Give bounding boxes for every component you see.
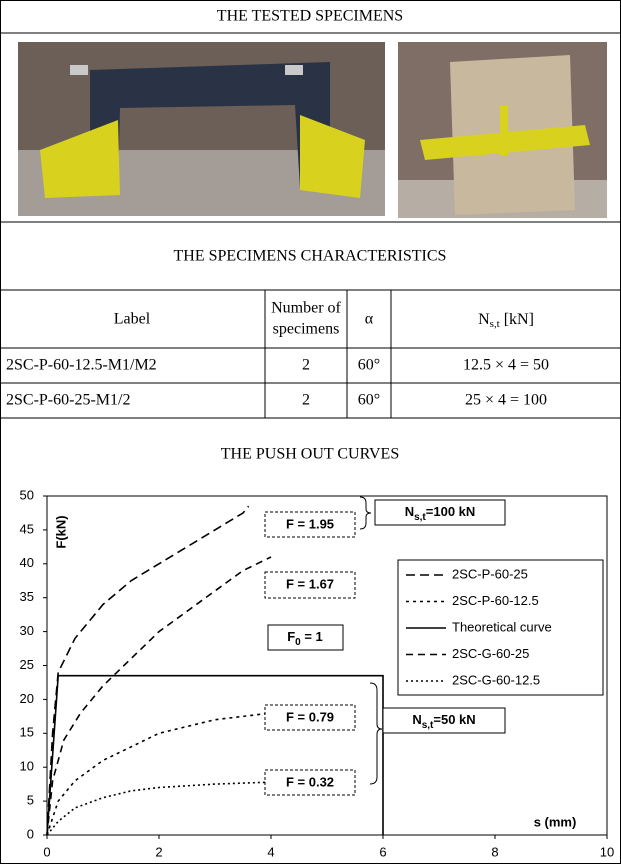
annotation: F = 0.79 [286,709,334,724]
annotation-box [267,624,344,651]
column-header: specimens [273,321,340,338]
legend-entries: 2SC-P-60-25 2SC-P-60-12.5 Theoretical curv… [406,566,552,687]
x-tick-label: 6 [379,844,386,859]
x-tick-label: 8 [491,844,498,859]
legend-label: 2SC-G-60-25 [452,646,529,661]
y-tick-label: 45 [20,521,34,536]
chart-title: THE PUSH OUT CURVES [221,446,399,463]
annotation-box [264,769,356,796]
x-tick-label: 4 [267,844,274,859]
column-header: α [365,311,374,328]
y-tick-label: 5 [27,793,34,808]
brace [369,682,383,785]
section-title: THE TESTED SPECIMENS [217,8,403,25]
table-cell: 2 [302,357,310,374]
chart: F(kN) s (mm) 2SC-P-60-25 2SC-P-60-12.5 The… [20,487,615,859]
group-box [374,499,506,526]
column-header: Number of [271,300,341,317]
y-tick-label: 50 [20,487,34,502]
table-title: THE SPECIMENS CHARACTERISTICS [174,248,447,265]
annotation-box [264,511,356,538]
table-cell: 2 [302,392,310,409]
x-tick-label: 10 [600,844,614,859]
annotation: F = 1.67 [286,576,334,591]
column-header: Label [114,311,151,328]
annotation: F = 0.32 [286,774,334,789]
annotation: F = 1.95 [286,516,334,531]
legend-label: 2SC-G-60-12.5 [452,672,540,687]
y-tick-label: 30 [20,623,34,638]
photo [398,42,607,218]
series-line [46,674,384,836]
table-cell: 12.5 × 4 = 50 [463,357,549,374]
annotation-box [264,704,356,731]
y-tick-label: 40 [20,555,34,570]
table-cell: 2SC-P-60-25-M1/2 [6,392,130,409]
series-layer [46,505,384,836]
y-axis-label: F(kN) [53,515,68,548]
legend-label: Theoretical curve [452,619,552,634]
y-tick-label: 20 [20,691,34,706]
annotation: F0 = 1 [287,629,323,647]
legend-label: 2SC-P-60-12.5 [452,593,539,608]
x-tick-label: 0 [43,844,50,859]
table-cell: 60° [358,392,380,409]
x-axis-label: s (mm) [534,814,577,829]
photo [18,42,385,216]
x-tick-label: 2 [155,844,162,859]
y-tick-label: 25 [20,657,34,672]
group-label: Ns,t=100 kN [405,504,476,522]
y-tick-label: 35 [20,589,34,604]
y-tick-label: 15 [20,725,34,740]
series-line [46,505,250,836]
column-header: Ns,t [kN] [478,311,534,330]
table-cell: 2SC-P-60-12.5-M1/M2 [6,357,157,374]
group-box [382,707,506,734]
y-tick-label: 0 [27,826,34,841]
table-body: 2SC-P-60-12.5-M1/M2 2 60° 12.5 × 4 = 50 2SC-… [6,357,549,409]
series-line [46,556,272,836]
legend-label: 2SC-P-60-25 [452,566,528,581]
group-label: Ns,t=50 kN [412,712,475,730]
table-cell: 25 × 4 = 100 [465,392,547,409]
y-tick-label: 10 [20,759,34,774]
annotation-box [264,571,356,599]
brace [359,496,372,530]
series-line [46,705,328,836]
table-cell: 60° [358,357,380,374]
